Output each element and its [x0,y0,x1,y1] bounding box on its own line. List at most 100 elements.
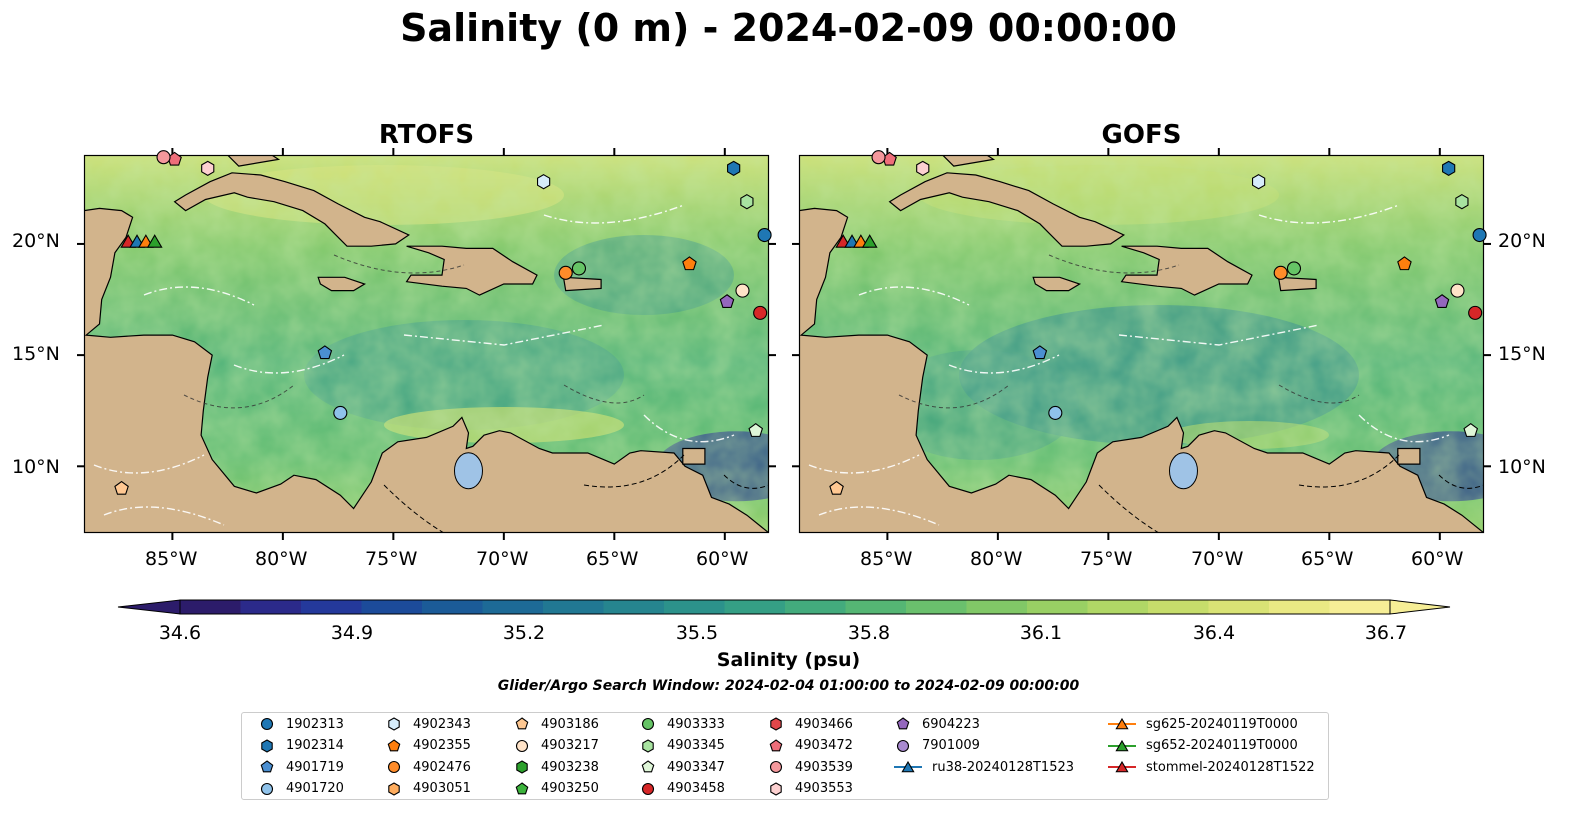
legend-swatch [641,782,655,795]
colorbar-segment [1269,600,1330,614]
eez-boundary [543,204,685,224]
hexagon-marker-icon [770,717,782,731]
eez-boundary [233,354,345,374]
legend-item: 4902476 [385,757,471,777]
marker-4903347 [748,423,764,437]
lake-maracaibo [453,452,483,490]
colorbar-segment [1329,600,1391,614]
hexagon-marker-icon [261,738,273,753]
colorbar-segment [301,600,362,614]
colorbar-segment [180,600,241,614]
pentagon-marker-icon [260,760,274,773]
bathymetry-contour [183,384,295,409]
colorbar-segment [240,600,302,614]
legend-label: 4901719 [286,759,344,775]
lon-tick-label: 85°W [860,548,913,570]
lake-maracaibo [1168,452,1198,490]
country-border [1438,474,1484,489]
legend-swatch [896,717,910,730]
legend-swatch [1115,760,1129,773]
marker-4903186 [829,480,844,495]
colorbar-tick-label: 35.8 [847,622,891,644]
pentagon-marker-icon [515,717,529,730]
legend-label: 4903458 [667,781,725,796]
marker-4902476 [1273,265,1288,280]
country-border [383,484,445,533]
land-polygon [226,155,281,167]
legend-label: 4903238 [541,759,599,775]
colorbar-segment [482,600,544,614]
land-polygon [405,245,538,296]
glider-sg652-20240119T0000 [861,234,878,248]
land-polygon [84,207,769,533]
colorbar-tick-label: 36.4 [1192,622,1236,644]
legend-item: 4903458 [639,779,725,799]
legend-swatch [260,782,274,795]
legend-label: 4903347 [667,759,725,775]
land-polygon [888,172,1126,247]
legend-item: 4903472 [767,736,853,756]
colorbar-segment [664,600,725,614]
legend-swatch [770,717,782,731]
legend-item: 4903051 [385,779,471,799]
bathymetry-contour [563,384,645,404]
legend-swatch [261,738,273,753]
lon-tick-label: 65°W [1301,548,1354,570]
circle-marker-icon [641,717,655,731]
colorbar-tick-label: 36.7 [1364,622,1408,644]
legend-label: 4903250 [541,781,599,796]
legend-swatch [388,717,400,731]
hexagon-marker-icon [770,781,782,796]
marker-4903345 [740,194,754,210]
lon-tick-label: 70°W [1191,548,1244,570]
legend-label: 4901720 [286,781,344,796]
pentagon-marker-icon [769,738,783,751]
land-polygon [1032,276,1082,292]
marker-4901719 [1032,345,1048,360]
marker-4902355 [682,256,697,271]
marker-4903458 [1468,305,1483,320]
lon-tick-label: 75°W [365,548,418,570]
panel-title-rtofs: RTOFS [378,120,475,150]
marker-1902314 [1442,160,1456,176]
marker-4901720 [1048,405,1063,420]
legend-label: 4903472 [795,738,853,753]
colorbar-segment [603,600,665,614]
pentagon-marker-icon [387,738,401,751]
lat-tick-label: 15°N [12,343,60,365]
eez-boundary [103,506,225,526]
marker-4903553 [201,160,215,176]
legend-label: 4902343 [413,716,471,732]
legend-swatch [388,781,400,796]
circle-marker-icon [769,760,783,774]
legend-item: 4903553 [767,779,853,799]
legend-label: sg652-20240119T0000 [1146,738,1298,753]
pentagon-marker-icon [515,781,529,794]
map-frame [798,154,1485,534]
legend-label: 4903333 [667,716,725,732]
colorbar-frame [179,599,1391,615]
lat-tick-label: 10°N [12,456,60,478]
legend-item: 4903347 [639,757,725,777]
legend-item: 4903217 [513,736,599,756]
land-polygon [562,276,602,292]
lon-tick-label: 60°W [696,548,749,570]
legend-item: 4903238 [513,757,599,777]
legend-item: 1902313 [258,714,344,734]
colorbar-segment [785,600,846,614]
legend-swatch [515,717,529,730]
marker-4903186 [114,480,129,495]
marker-4903539 [871,150,886,165]
country-border [583,454,685,488]
legend-swatch [896,739,910,752]
eez-boundary [143,286,255,306]
marker-4901719 [317,345,333,360]
marker-4902476 [558,265,573,280]
legend-swatch [641,760,655,773]
eez-boundary [818,506,940,526]
land-polygon [317,276,367,292]
marker-4903458 [753,305,768,320]
marker-6904223 [719,294,735,308]
legend-label: 1902313 [286,716,344,732]
colorbar-segment [966,600,1028,614]
